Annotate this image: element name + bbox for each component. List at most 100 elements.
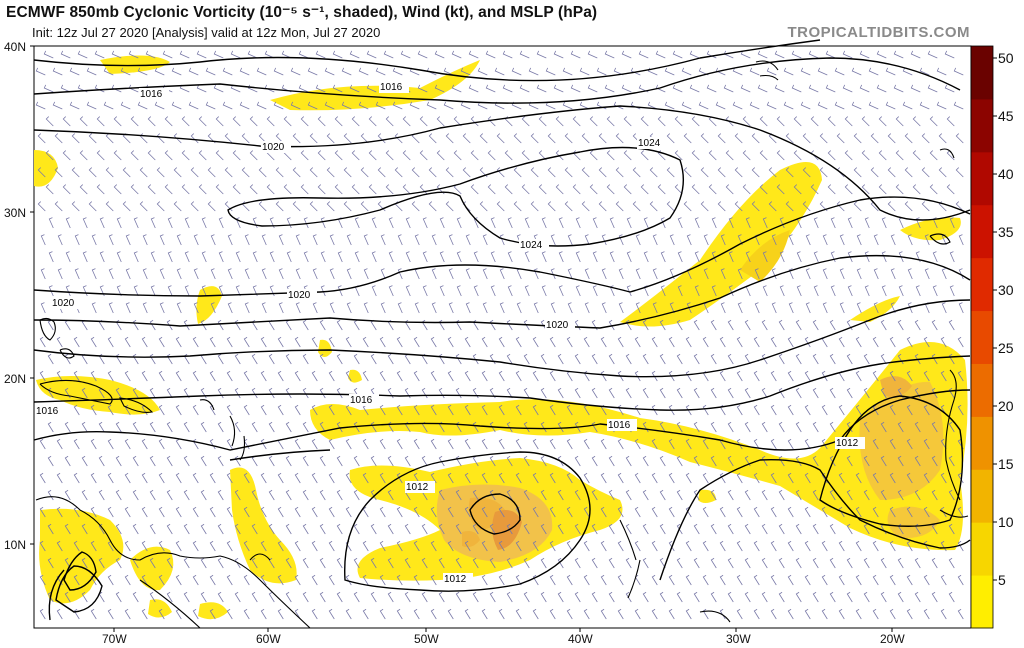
coastline bbox=[929, 233, 951, 245]
svg-text:1012: 1012 bbox=[444, 574, 467, 585]
lon-label-70w: 70W bbox=[102, 632, 127, 646]
colorbar-tick-25: 25 bbox=[998, 340, 1014, 356]
vorticity-area bbox=[460, 408, 500, 421]
lon-label-20w: 20W bbox=[880, 632, 905, 646]
colorbar-tick-5: 5 bbox=[998, 572, 1006, 588]
isobar-label: 1024 bbox=[519, 239, 549, 251]
isobar-line bbox=[33, 355, 971, 411]
lat-label-30n: 30N bbox=[4, 206, 27, 220]
isobar-label: 1020 bbox=[287, 289, 317, 301]
coastline bbox=[35, 496, 311, 629]
colorbar-segment bbox=[971, 575, 993, 629]
colorbar-frame bbox=[970, 45, 994, 629]
colorbar bbox=[970, 45, 997, 629]
lon-label-50w: 50W bbox=[414, 632, 439, 646]
svg-text:1012: 1012 bbox=[836, 438, 859, 449]
isobar-line bbox=[229, 449, 331, 461]
isobar-line bbox=[469, 493, 521, 535]
svg-text:1012: 1012 bbox=[406, 482, 429, 493]
isobar-line bbox=[33, 389, 971, 451]
coastline bbox=[939, 148, 955, 159]
svg-text:1016: 1016 bbox=[608, 420, 631, 431]
svg-text:1020: 1020 bbox=[52, 298, 75, 309]
svg-text:1016: 1016 bbox=[350, 395, 373, 406]
isobar-line bbox=[819, 395, 964, 527]
colorbar-tick-35: 35 bbox=[998, 224, 1014, 240]
lon-label-30w: 30W bbox=[726, 632, 751, 646]
coastline bbox=[59, 348, 75, 359]
isobar-label: 1020 bbox=[51, 297, 81, 309]
colorbar-tick-15: 15 bbox=[998, 456, 1014, 472]
vorticity-area bbox=[148, 599, 172, 618]
svg-text:1024: 1024 bbox=[520, 240, 543, 251]
vorticity-area bbox=[620, 162, 822, 327]
isobar-label: 1020 bbox=[545, 319, 575, 331]
colorbar-segment bbox=[971, 257, 993, 312]
colorbar-tick-30: 30 bbox=[998, 282, 1014, 298]
lon-label-40w: 40W bbox=[568, 632, 593, 646]
isobar-label: 1016 bbox=[379, 81, 409, 93]
chart-title: ECMWF 850mb Cyclonic Vorticity (10⁻⁵ s⁻¹… bbox=[6, 4, 598, 21]
isobar-line bbox=[33, 196, 971, 297]
coastline bbox=[39, 379, 113, 405]
chart-subtitle: Init: 12z Jul 27 2020 [Analysis] valid a… bbox=[32, 25, 381, 40]
coastlines bbox=[35, 60, 969, 629]
vorticity-area bbox=[39, 508, 124, 604]
svg-text:1016: 1016 bbox=[380, 82, 403, 93]
vorticity-area bbox=[130, 546, 174, 591]
coastline bbox=[119, 397, 154, 413]
colorbar-tick-40: 40 bbox=[998, 166, 1014, 182]
vorticity-area bbox=[310, 342, 968, 551]
vorticity-area bbox=[850, 296, 900, 322]
isobars bbox=[33, 39, 971, 621]
colorbar-segment bbox=[971, 416, 993, 470]
vorticity-area bbox=[270, 60, 480, 111]
svg-text:1020: 1020 bbox=[288, 290, 311, 301]
colorbar-tick-45: 45 bbox=[998, 108, 1014, 124]
isobar-line bbox=[48, 569, 65, 621]
colorbar-segment bbox=[971, 204, 993, 259]
vorticity-area bbox=[230, 467, 297, 584]
coastline bbox=[939, 509, 969, 518]
isobar-line bbox=[63, 551, 97, 591]
lat-label-40n: 40N bbox=[4, 40, 27, 54]
svg-text:1020: 1020 bbox=[546, 320, 569, 331]
svg-text:1020: 1020 bbox=[262, 142, 285, 153]
isobar-line bbox=[33, 39, 821, 82]
colorbar-tick-20: 20 bbox=[998, 398, 1014, 414]
coastline bbox=[199, 399, 215, 411]
isobar-label: 1020 bbox=[261, 141, 291, 153]
colorbar-segment bbox=[971, 363, 993, 417]
coastline bbox=[139, 579, 201, 629]
brand-logo-text: TROPICALTIDBITS.COM bbox=[787, 24, 970, 41]
wind-barbs bbox=[35, 50, 964, 620]
vorticity-area bbox=[348, 369, 362, 383]
isobar-line bbox=[55, 565, 103, 613]
coastline bbox=[39, 317, 56, 341]
vorticity-area bbox=[880, 376, 912, 397]
colorbar-segment bbox=[971, 522, 993, 576]
coastline bbox=[945, 369, 961, 501]
isobar-line bbox=[227, 146, 684, 247]
svg-text:1016: 1016 bbox=[140, 89, 163, 100]
colorbar-tick-10: 10 bbox=[998, 514, 1014, 530]
colorbar-segment bbox=[971, 469, 993, 523]
coastline bbox=[249, 553, 271, 561]
vorticity-area bbox=[198, 602, 228, 620]
isobar-line bbox=[33, 299, 971, 378]
isobar-line bbox=[659, 459, 971, 581]
isobar-line bbox=[33, 57, 961, 104]
lat-label-20n: 20N bbox=[4, 372, 27, 386]
isobar-label: 1016 bbox=[35, 405, 65, 417]
vorticity-area bbox=[36, 376, 160, 415]
isobar-line bbox=[33, 105, 971, 221]
vorticity-area bbox=[859, 381, 944, 500]
isobar-label: 1012 bbox=[835, 437, 865, 449]
coastline bbox=[619, 519, 641, 599]
isobar-label: 1016 bbox=[349, 394, 379, 406]
axis-ticks bbox=[30, 45, 893, 632]
colorbar-segment bbox=[971, 310, 993, 364]
lat-label-10n: 10N bbox=[4, 538, 27, 552]
isobar-label: 1024 bbox=[637, 137, 667, 149]
